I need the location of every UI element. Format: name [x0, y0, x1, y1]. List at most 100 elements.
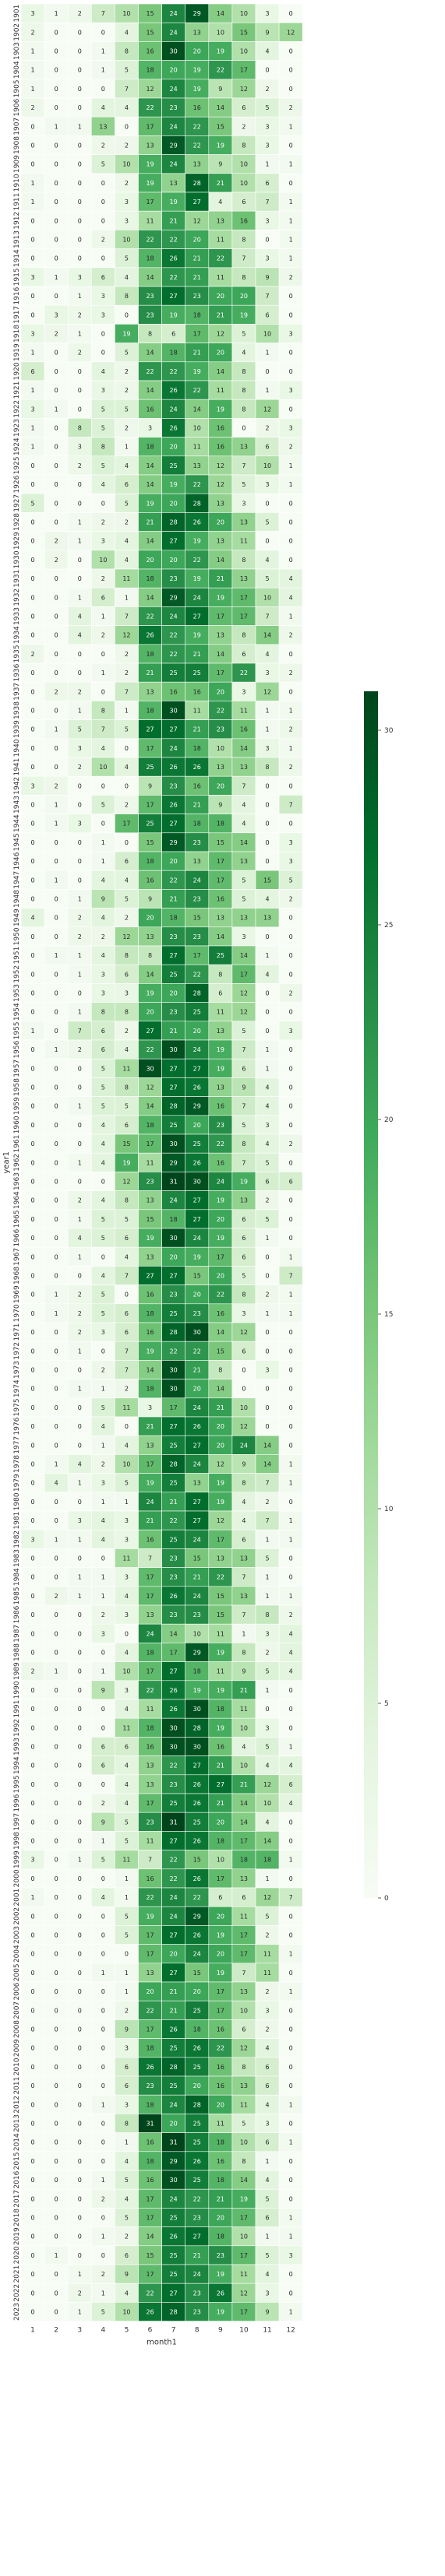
cell-value-label: 1	[78, 1480, 82, 1487]
cell-value-label: 3	[31, 782, 35, 789]
cell-value-label: 12	[122, 1179, 130, 1186]
cell-value-label: 4	[266, 2177, 270, 2184]
heatmap-cell	[278, 173, 303, 193]
cell-value-label: 21	[193, 1367, 201, 1374]
x-tick-label: 1	[30, 2327, 35, 2335]
cell-value-label: 0	[55, 500, 58, 507]
cell-value-label: 10	[263, 1800, 271, 1807]
heatmap-cell	[208, 926, 233, 947]
cell-value-label: 5	[125, 896, 129, 903]
heatmap-cell	[138, 775, 162, 796]
cell-value-label: 21	[217, 311, 224, 318]
cell-value-label: 0	[55, 1348, 58, 1355]
cell-value-label: 16	[146, 1536, 154, 1543]
cell-value-label: 0	[55, 933, 58, 940]
cell-value-label: 0	[55, 2271, 58, 2278]
cell-value-label: 24	[170, 613, 178, 620]
heatmap-cell	[20, 926, 45, 947]
heatmap-cell	[255, 418, 280, 438]
heatmap-cell	[255, 343, 280, 363]
cell-value-label: 20	[193, 1028, 201, 1035]
cell-value-label: 6	[242, 2026, 245, 2033]
cell-value-label: 25	[193, 1819, 201, 1826]
cell-value-label: 15	[193, 1555, 201, 1562]
cell-value-label: 9	[218, 161, 222, 168]
heatmap-cell	[138, 681, 162, 701]
cell-value-label: 0	[55, 575, 58, 582]
cell-value-label: 3	[266, 123, 270, 130]
heatmap-cell	[161, 606, 186, 626]
cell-value-label: 11	[146, 217, 154, 224]
cell-value-label: 0	[266, 1028, 270, 1035]
cell-value-label: 26	[170, 425, 178, 432]
cell-value-label: 0	[242, 1386, 245, 1393]
cell-value-label: 14	[217, 1329, 224, 1336]
cell-value-label: 1	[55, 1461, 58, 1468]
cell-value-label: 6	[242, 1065, 245, 1072]
heatmap-cell	[255, 512, 280, 532]
cell-value-label: 22	[146, 2290, 154, 2297]
heatmap-cell	[91, 493, 115, 513]
heatmap-cell	[67, 719, 92, 740]
cell-value-label: 0	[31, 688, 35, 695]
heatmap-cell	[20, 908, 45, 928]
heatmap-cell	[44, 681, 69, 701]
cell-value-label: 4	[289, 594, 293, 601]
heatmap-cell	[231, 173, 256, 193]
heatmap-cell	[67, 587, 92, 607]
cell-value-label: 21	[170, 2007, 178, 2014]
cell-value-label: 9	[218, 86, 222, 93]
cell-value-label: 22	[170, 1762, 178, 1769]
heatmap-cell	[231, 889, 256, 908]
cell-value-label: 2	[78, 311, 82, 318]
cell-value-label: 4	[125, 1762, 129, 1769]
heatmap-cell	[255, 625, 280, 645]
cell-value-label: 1	[242, 1630, 245, 1637]
cell-value-label: 4	[101, 1273, 105, 1280]
heatmap-cell	[20, 701, 45, 720]
cell-value-label: 6	[266, 180, 270, 187]
cell-value-label: 0	[78, 1781, 82, 1788]
cell-value-label: 31	[170, 1819, 178, 1826]
cell-value-label: 0	[31, 726, 35, 733]
heatmap-cell	[208, 964, 233, 984]
cell-value-label: 17	[217, 1988, 224, 1995]
cell-value-label: 18	[217, 1838, 224, 1845]
cell-value-label: 21	[217, 1404, 224, 1411]
heatmap-cell	[161, 380, 186, 400]
heatmap-cell	[115, 173, 139, 193]
cell-value-label: 1	[125, 1894, 129, 1901]
cell-value-label: 0	[55, 915, 58, 922]
cell-value-label: 13	[240, 444, 248, 451]
cell-value-label: 0	[55, 990, 58, 997]
cell-value-label: 3	[101, 1630, 105, 1637]
cell-value-label: 21	[193, 255, 201, 262]
cell-value-label: 0	[31, 858, 35, 865]
cell-value-label: 14	[240, 745, 248, 752]
cell-value-label: 1	[266, 387, 270, 394]
cell-value-label: 0	[266, 1329, 270, 1336]
cell-value-label: 4	[125, 29, 129, 36]
y-tick-label: 1967	[13, 1248, 21, 1266]
cell-value-label: 10	[263, 331, 271, 338]
y-tick-label: 1937	[13, 683, 21, 701]
cell-value-label: 22	[193, 123, 201, 130]
heatmap-cell	[91, 304, 115, 325]
heatmap-cell	[208, 455, 233, 476]
cell-value-label: 1	[78, 1159, 82, 1166]
cell-value-label: 17	[217, 877, 224, 884]
cell-value-label: 5	[125, 1480, 129, 1487]
cell-value-label: 17	[217, 1253, 224, 1260]
cell-value-label: 27	[193, 1216, 201, 1223]
cell-value-label: 19	[240, 1179, 248, 1186]
cell-value-label: 11	[122, 1404, 130, 1411]
cell-value-label: 0	[101, 2082, 105, 2089]
cell-value-label: 0	[289, 1932, 293, 1939]
cell-value-label: 4	[289, 1630, 293, 1637]
heatmap-cell	[20, 286, 45, 306]
cell-value-label: 7	[289, 1273, 293, 1280]
cell-value-label: 0	[78, 557, 82, 564]
cell-value-label: 17	[240, 594, 248, 601]
cell-value-label: 4	[125, 1706, 129, 1713]
